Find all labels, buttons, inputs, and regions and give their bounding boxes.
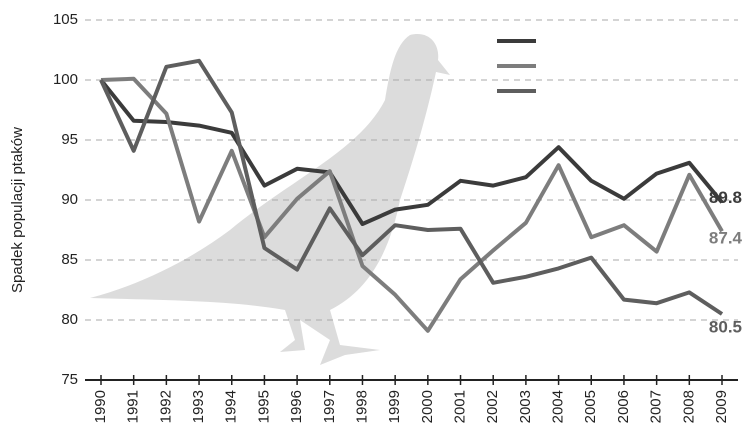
x-tick-label: 2005 — [582, 390, 599, 423]
y-tick-label: 105 — [53, 11, 78, 28]
x-tick-label: 1999 — [386, 390, 403, 423]
x-tick-label: 2008 — [680, 390, 697, 423]
x-tick-label: 1992 — [157, 390, 174, 423]
x-tick-label: 1991 — [125, 390, 142, 423]
y-tick-label: 100 — [53, 71, 78, 88]
y-tick-label: 90 — [61, 191, 78, 208]
x-tick-label: 1996 — [288, 390, 305, 423]
data-label: 89.8 — [709, 188, 742, 207]
data-label: 87.4 — [709, 229, 743, 248]
x-tick-label: 2001 — [451, 390, 468, 423]
x-tick-label: 1990 — [92, 390, 109, 423]
data-label: 80.5 — [709, 317, 742, 336]
x-tick-label: 2009 — [713, 390, 730, 423]
x-tick-label: 2000 — [419, 390, 436, 423]
x-tick-label: 1995 — [255, 390, 272, 423]
y-tick-label: 95 — [61, 131, 78, 148]
x-tick-label: 2002 — [484, 390, 501, 423]
y-tick-label: 80 — [61, 311, 78, 328]
chart: Spadek populacji ptaków 75 80 85 90 95 100 105… — [0, 0, 748, 433]
x-tick-label: 1997 — [321, 390, 338, 423]
y-axis-label: Spadek populacji ptaków — [9, 127, 26, 293]
y-tick-label: 75 — [61, 371, 78, 388]
x-tick-label: 2003 — [517, 390, 534, 423]
x-tick-label: 1994 — [223, 390, 240, 423]
x-tick-label: 2006 — [615, 390, 632, 423]
x-tick-label: 1998 — [353, 390, 370, 423]
x-tick-label: 2004 — [550, 390, 567, 423]
x-tick-label: 1993 — [190, 390, 207, 423]
x-tick-label: 2007 — [648, 390, 665, 423]
y-tick-label: 85 — [61, 251, 78, 268]
